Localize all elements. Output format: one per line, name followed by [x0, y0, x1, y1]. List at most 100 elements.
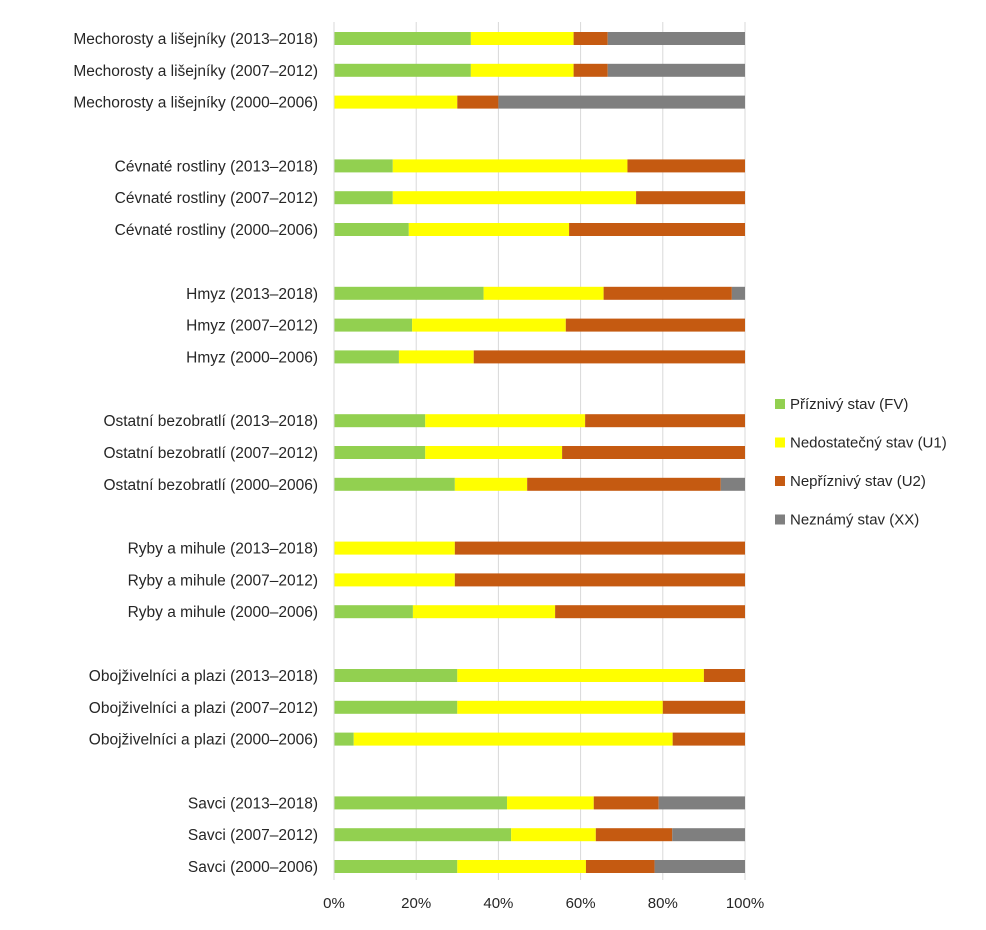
bar-segment [636, 191, 745, 205]
bar-segment [457, 860, 586, 873]
x-tick-label: 0% [323, 895, 345, 912]
x-tick-label: 40% [483, 895, 513, 912]
category-label: Hmyz (2000–2006) [186, 349, 318, 366]
bar-segment [573, 63, 608, 77]
legend-swatch [775, 476, 785, 486]
bar-segment [607, 63, 745, 77]
bar-segment [585, 414, 745, 428]
bar-segment [392, 191, 637, 205]
category-labels: Mechorosty a lišejníky (2013–2018) Mechor… [73, 31, 318, 876]
category-label: Ryby a mihule (2007–2012) [128, 572, 318, 589]
category-label: Savci (2000–2006) [188, 859, 318, 876]
bar-segment [569, 223, 745, 236]
category-label: Obojživelníci a plazi (2007–2012) [89, 700, 318, 717]
bar-segment [565, 318, 745, 332]
bar-segment [408, 223, 570, 236]
bar-segment [470, 63, 574, 77]
bar-segment [334, 573, 455, 587]
bar-segment [457, 700, 663, 714]
legend-swatch [775, 437, 785, 448]
category-label: Ostatní bezobratlí (2013–2018) [103, 413, 318, 430]
legend-swatch [775, 514, 785, 525]
bar-segment [334, 860, 458, 873]
bar-segment [392, 159, 628, 173]
bar-segment [470, 32, 574, 45]
bar-segment [627, 159, 745, 173]
bar-segment [334, 223, 409, 236]
bar-segment [334, 605, 413, 619]
bar-segment [672, 732, 745, 746]
category-label: Savci (2013–2018) [188, 795, 318, 812]
bar-segment [334, 32, 471, 45]
category-label: Mechorosty a lišejníky (2000–2006) [73, 95, 318, 112]
legend-label: Neznámý stav (XX) [790, 512, 919, 529]
bar-segment [562, 446, 745, 459]
bar-segment [334, 669, 458, 682]
bar-segment [334, 63, 471, 77]
bar-segment [483, 286, 604, 300]
bar-segment [425, 414, 586, 428]
category-label: Cévnaté rostliny (2000–2006) [115, 222, 318, 239]
category-label: Mechorosty a lišejníky (2013–2018) [73, 31, 318, 48]
bar-segment [454, 477, 528, 491]
bar-segment [573, 32, 608, 45]
legend-label: Nedostatečný stav (U1) [790, 435, 947, 452]
bar-segment [334, 796, 508, 810]
x-tick-label: 60% [566, 895, 596, 912]
x-tick-label: 80% [648, 895, 678, 912]
bar-segment [412, 318, 566, 332]
category-label: Ostatní bezobratlí (2007–2012) [103, 445, 318, 462]
bar-segment [334, 446, 426, 459]
bar-segment [473, 350, 745, 364]
bar-segment [412, 605, 556, 619]
category-label: Cévnaté rostliny (2013–2018) [115, 158, 318, 175]
category-label: Obojživelníci a plazi (2000–2006) [89, 732, 318, 749]
x-tick-labels: 0% 20% 40% 60% 80% 100% [323, 895, 764, 912]
bar-segment [555, 605, 745, 619]
bar-segment [658, 796, 745, 810]
bar-segment [720, 477, 745, 491]
bars [334, 32, 745, 873]
bar-segment [498, 95, 745, 109]
category-label: Hmyz (2013–2018) [186, 286, 318, 303]
bar-segment [334, 350, 399, 364]
bar-segment [454, 573, 745, 587]
x-tick-label: 100% [726, 895, 764, 912]
category-label: Ostatní bezobratlí (2000–2006) [103, 477, 318, 494]
bar-segment [654, 860, 745, 873]
bar-segment [672, 828, 745, 842]
bar-segment [585, 860, 655, 873]
bar-segment [595, 828, 673, 842]
bar-segment [425, 446, 563, 459]
bar-segment [334, 95, 458, 109]
category-label: Mechorosty a lišejníky (2007–2012) [73, 63, 318, 80]
bar-segment [334, 477, 455, 491]
legend-swatch [775, 399, 785, 409]
bar-segment [398, 350, 474, 364]
x-tick-label: 20% [401, 895, 431, 912]
bar-segment [457, 669, 704, 682]
bar-segment [511, 828, 596, 842]
bar-segment [607, 32, 745, 45]
bar-segment [334, 286, 484, 300]
legend: Příznivý stav (FV) Nedostatečný stav (U1)… [775, 396, 947, 529]
bar-segment [334, 159, 393, 173]
bar-segment [593, 796, 659, 810]
bar-segment [334, 318, 413, 332]
bar-segment [334, 541, 455, 555]
legend-label: Příznivý stav (FV) [790, 396, 908, 413]
bar-segment [662, 700, 745, 714]
bar-segment [334, 700, 458, 714]
category-label: Hmyz (2007–2012) [186, 318, 318, 335]
category-label: Obojživelníci a plazi (2013–2018) [89, 668, 318, 685]
bar-segment [731, 286, 745, 300]
bar-segment [457, 95, 499, 109]
category-label: Cévnaté rostliny (2007–2012) [115, 190, 318, 207]
category-label: Ryby a mihule (2000–2006) [128, 604, 318, 621]
category-label: Ryby a mihule (2013–2018) [128, 541, 318, 558]
bar-segment [603, 286, 732, 300]
bar-segment [334, 828, 512, 842]
bar-segment [703, 669, 745, 682]
bar-segment [507, 796, 594, 810]
